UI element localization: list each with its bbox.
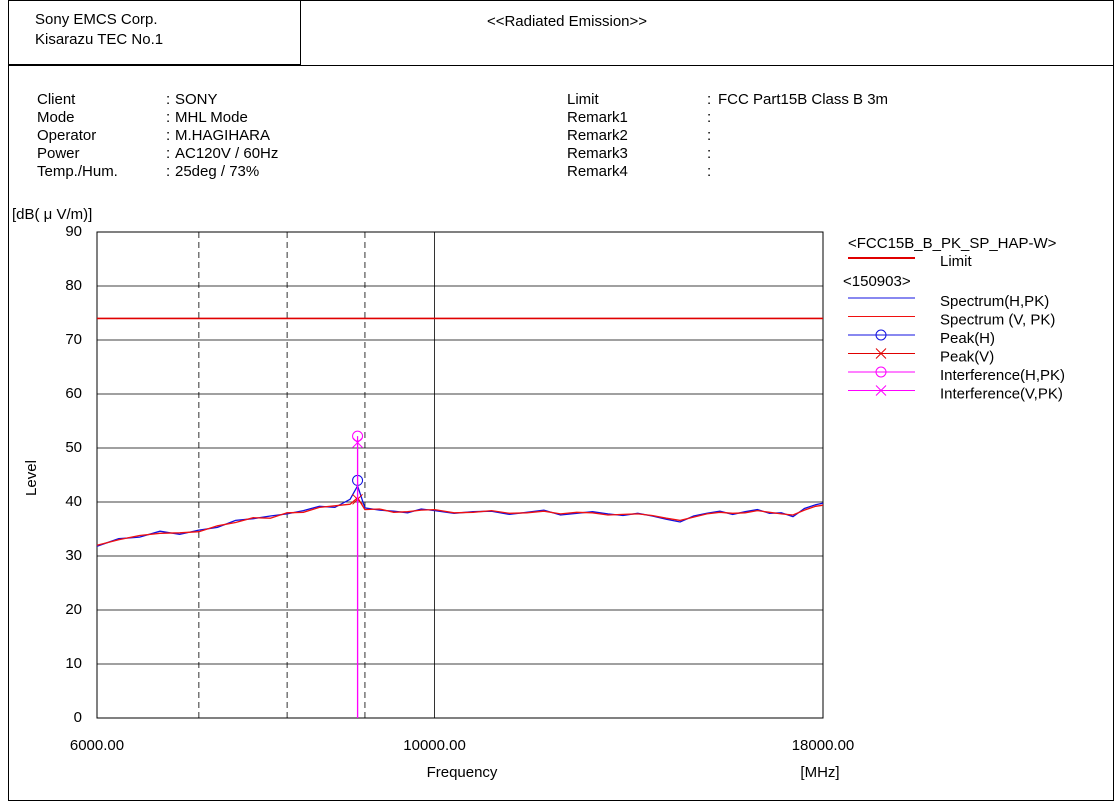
legend-label: Interference(V,PK) <box>940 385 1063 402</box>
info-label: Mode <box>37 109 75 126</box>
legend-marker <box>875 385 887 396</box>
series-line <box>96 496 824 546</box>
y-unit: [dB( μ V/m)] <box>12 206 92 223</box>
legend-marker <box>875 366 887 378</box>
plot-frame <box>96 231 824 719</box>
info-colon: : <box>707 145 711 162</box>
series-line <box>96 484 824 547</box>
info-colon: : <box>707 127 711 144</box>
info-value: FCC Part15B Class B 3m <box>718 91 888 108</box>
info-label: Limit <box>567 91 600 108</box>
info-colon: : <box>707 163 711 180</box>
info-value: MHL Mode <box>175 109 248 126</box>
legend-group: <150903> <box>843 273 911 290</box>
info-label: Remark4 <box>567 163 628 180</box>
info-label: Power <box>37 145 80 162</box>
legend-label: Limit <box>940 253 973 270</box>
marker <box>352 430 364 442</box>
info-label: Remark3 <box>567 145 628 162</box>
info-colon: : <box>166 145 170 162</box>
info: Client: SONY Mode: MHL Mode Operator: M.HAGIH… <box>37 91 888 180</box>
report-title: <<Radiated Emission>> <box>487 13 647 30</box>
legend-label: Interference(H,PK) <box>940 367 1065 384</box>
info-label: Remark1 <box>567 109 628 126</box>
info-value: M.HAGIHARA <box>175 127 270 144</box>
marker <box>352 437 363 448</box>
y-tick-label: 60 <box>65 385 82 402</box>
x-unit: [MHz] <box>800 764 839 781</box>
info-colon: : <box>166 109 170 126</box>
info-colon: : <box>707 91 711 108</box>
info-colon: : <box>707 109 711 126</box>
legend-label: Peak(H) <box>940 330 995 347</box>
y-tick-label: 40 <box>65 493 82 510</box>
info-value: 25deg / 73% <box>175 163 259 180</box>
x-tick-label: 10000.00 <box>403 737 466 754</box>
info-label: Client <box>37 91 76 108</box>
x-tick-label: 18000.00 <box>792 737 855 754</box>
info-value: SONY <box>175 91 218 108</box>
legend-title: <FCC15B_B_PK_SP_HAP-W> <box>848 235 1057 252</box>
info-label: Operator <box>37 127 96 144</box>
info-label: Remark2 <box>567 127 628 144</box>
info-colon: : <box>166 127 170 144</box>
info-colon: : <box>166 91 170 108</box>
legend-marker <box>875 329 887 341</box>
company: Sony EMCS Corp. <box>35 11 158 28</box>
y-tick-label: 0 <box>74 709 82 726</box>
site: Kisarazu TEC No.1 <box>35 31 163 48</box>
plot: [dB( μ V/m)] Level Frequency [MHz] 0 10 20 30 40… <box>12 206 1065 781</box>
legend-marker <box>875 348 887 359</box>
page-border <box>8 0 1114 801</box>
x-tick-label: 6000.00 <box>70 737 124 754</box>
legend-label: Spectrum(H,PK) <box>940 293 1049 310</box>
y-tick-label: 70 <box>65 331 82 348</box>
y-tick-label: 90 <box>65 223 82 240</box>
y-tick-label: 10 <box>65 655 82 672</box>
x-axis-label: Frequency <box>427 764 498 781</box>
y-tick-label: 80 <box>65 277 82 294</box>
legend-label: Spectrum (V, PK) <box>940 311 1055 328</box>
y-tick-label: 30 <box>65 547 82 564</box>
y-axis-label: Level <box>23 460 40 496</box>
y-tick-label: 20 <box>65 601 82 618</box>
info-value: AC120V / 60Hz <box>175 145 278 162</box>
legend-label: Peak(V) <box>940 348 994 365</box>
info-colon: : <box>166 163 170 180</box>
header-box <box>8 0 301 65</box>
info-label: Temp./Hum. <box>37 163 118 180</box>
y-tick-label: 50 <box>65 439 82 456</box>
